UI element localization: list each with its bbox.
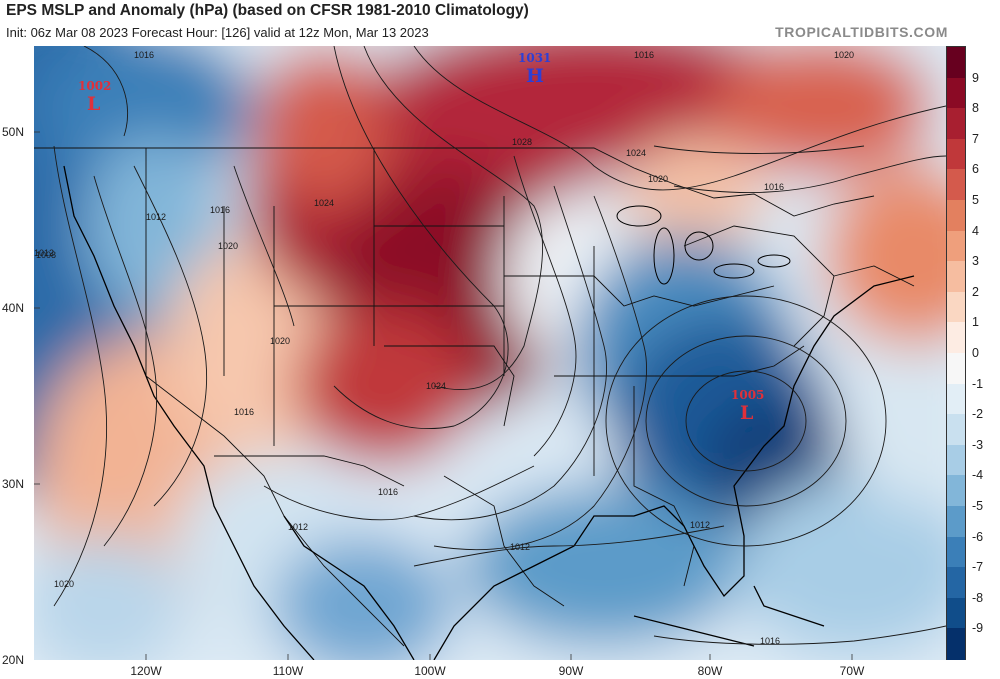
anomaly-field (34, 46, 946, 660)
lon-label: 110W (272, 664, 304, 678)
isobar-label: 1016 (760, 636, 780, 646)
colorbar-tick-label: -6 (972, 529, 984, 544)
isobar-label: 1016 (210, 205, 230, 215)
colorbar-segment (947, 536, 965, 568)
colorbar-tick-label: -3 (972, 437, 984, 452)
colorbar-tick-label: 4 (972, 223, 979, 238)
colorbar-tick-label: -4 (972, 468, 984, 483)
colorbar-segment (947, 47, 965, 79)
colorbar-segment (947, 475, 965, 507)
lat-label: 50N (2, 125, 25, 139)
isobar-label: 1012 (34, 248, 54, 258)
map-panel: 1028 1024 1020 1016 1016 1012 1024 1020 … (34, 46, 946, 660)
lat-label: 40N (2, 301, 25, 315)
great-lakes (616, 205, 791, 285)
isobar-label: 1024 (314, 198, 334, 208)
colorbar-segment (947, 597, 965, 629)
isobar-label: 1020 (270, 336, 290, 346)
colorbar-segment (947, 138, 965, 170)
colorbar-segment (947, 108, 965, 140)
isobar-label: 1012 (288, 522, 308, 532)
lon-label: 80W (697, 664, 723, 678)
colorbar-segment (947, 322, 965, 354)
isobar-label: 1016 (134, 50, 154, 60)
isobar-label: 1020 (218, 241, 238, 251)
isobar-label: 1012 (690, 520, 710, 530)
colorbar-tick-label: -8 (972, 590, 984, 605)
colorbar-segment (947, 200, 965, 232)
low-pressure-letter: L (740, 402, 753, 424)
colorbar-tick-label: 5 (972, 193, 979, 207)
colorbar-segment (947, 169, 965, 201)
colorbar-segment (947, 291, 965, 323)
low-pressure-value: 1005 (731, 388, 764, 402)
isobar-label: 1028 (512, 137, 532, 147)
colorbar-tick-label: 8 (972, 101, 979, 116)
site-watermark: TROPICALTIDBITS.COM (775, 24, 948, 40)
colorbar-segment (947, 506, 965, 538)
colorbar-tick-label: -7 (972, 560, 984, 575)
colorbar-segment (947, 414, 965, 446)
colorbar-segment (947, 628, 965, 660)
isobar-label: 1012 (510, 542, 530, 552)
high-pressure-center: 1031 H (518, 51, 551, 87)
isobar-label: 1012 (146, 212, 166, 222)
colorbar-segment (947, 77, 965, 109)
low-pressure-center-west: 1002 L (78, 79, 111, 115)
isobar-label: 1008 (36, 250, 56, 260)
political-borders (34, 147, 915, 647)
colorbar-segment (947, 444, 965, 476)
low-pressure-value: 1002 (78, 79, 111, 93)
isobar-label: 1016 (764, 182, 784, 192)
lat-label: 30N (2, 477, 25, 491)
colorbar-tick-label: 2 (972, 284, 979, 299)
anomaly-colorbar (946, 46, 966, 660)
colorbar-tick-label: -1 (972, 376, 984, 391)
mslp-anomaly-map: 1028 1024 1020 1016 1016 1012 1024 1020 … (34, 46, 946, 660)
colorbar-segment (947, 567, 965, 599)
chart-title: EPS MSLP and Anomaly (hPa) (based on CFS… (6, 2, 529, 19)
isobar-label: 1020 (54, 579, 74, 589)
isobar-label: 1020 (648, 174, 668, 184)
lon-label: 120W (130, 664, 162, 678)
lon-label: 70W (839, 664, 865, 678)
colorbar-tick-label: -2 (972, 407, 984, 422)
isobars (53, 46, 946, 645)
isobar-label: 1016 (634, 50, 654, 60)
lon-label: 90W (558, 664, 584, 678)
chart-subtitle: Init: 06z Mar 08 2023 Forecast Hour: [12… (6, 25, 429, 40)
isobar-label: 1020 (834, 50, 854, 60)
coastlines (63, 165, 915, 660)
colorbar-segment (947, 230, 965, 262)
colorbar-tick-label: 0 (972, 346, 979, 360)
graticule (34, 131, 853, 660)
colorbar-tick-label: 6 (972, 162, 979, 177)
isobar-label: 1016 (234, 407, 254, 417)
low-pressure-letter: L (87, 93, 100, 115)
high-pressure-value: 1031 (518, 51, 551, 65)
isobar-label: 1016 (378, 487, 398, 497)
colorbar-segment (947, 353, 965, 385)
colorbar-tick-label: 1 (972, 315, 979, 330)
isobar-label: 1024 (626, 148, 646, 158)
lat-label: 20N (2, 653, 25, 667)
colorbar-tick-label: 9 (972, 70, 979, 85)
colorbar-tick-label: -9 (972, 621, 984, 636)
isobar-labels: 1028 1024 1020 1016 1016 1012 1024 1020 … (34, 50, 854, 646)
colorbar-segment (947, 261, 965, 293)
colorbar-tick-label: -5 (972, 499, 984, 513)
isobar-label: 1024 (426, 381, 446, 391)
colorbar-segment (947, 383, 965, 415)
low-pressure-center-east: 1005 L (731, 388, 764, 424)
colorbar-tick-label: 3 (972, 254, 979, 269)
high-pressure-letter: H (526, 65, 544, 87)
lon-label: 100W (414, 664, 446, 678)
pressure-centers: 1002 L 1031 H 1005 L (78, 51, 764, 424)
colorbar-tick-label: 7 (972, 131, 979, 146)
